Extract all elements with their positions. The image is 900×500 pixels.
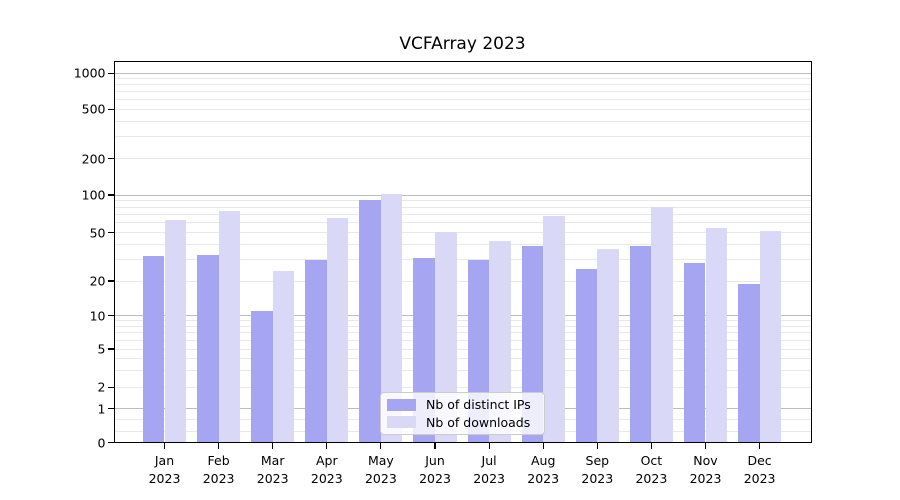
y-tick-label: 5 [97,341,106,357]
x-tick-label: Dec 2023 [743,453,776,486]
x-tick [759,442,761,449]
x-tick [650,442,652,449]
x-tick-label: Sep 2023 [581,453,614,486]
x-tick [163,442,166,449]
y-tick-label: 10 [89,308,106,324]
plot-border [113,61,812,443]
y-tick-label: 1 [97,401,106,417]
x-tick [380,442,382,449]
y-tick-label: 200 [81,151,106,167]
legend-label-downloads: Nb of downloads [426,414,531,430]
legend: Nb of distinct IPs Nb of downloads [380,392,545,435]
x-tick [272,442,274,449]
legend-label-distinct-ips: Nb of distinct IPs [426,397,531,413]
x-tick [488,442,490,449]
x-tick [218,442,220,449]
x-tick-label: Jun 2023 [419,453,451,486]
x-tick-label: Feb 2023 [202,453,235,486]
y-tick-label: 20 [89,273,106,289]
x-tick-label: Mar 2023 [256,453,289,486]
y-tick-label: 1000 [73,65,106,81]
x-tick-label: Aug 2023 [527,453,560,486]
x-tick [704,442,707,449]
x-tick [326,442,328,449]
legend-item-distinct-ips: Nb of distinct IPs [387,397,538,412]
x-tick [596,442,598,449]
x-tick-label: Jan 2023 [148,453,181,486]
legend-item-downloads: Nb of downloads [387,415,538,430]
x-tick [542,442,544,449]
x-tick-label: May 2023 [364,453,397,486]
x-tick-label: Apr 2023 [310,453,343,486]
x-tick-label: Oct 2023 [635,453,668,486]
x-tick [434,442,436,449]
y-tick-label: 2 [97,379,106,395]
legend-swatch-downloads [387,416,416,429]
y-tick-label: 50 [89,225,106,241]
legend-swatch-distinct-ips [387,398,416,411]
chart-title: VCFArray 2023 [399,34,526,54]
x-tick-label: Nov 2023 [689,453,722,486]
y-tick-label: 100 [81,187,106,203]
y-tick-label: 500 [81,101,106,117]
y-tick-label: 0 [97,435,106,450]
x-tick-label: Jul 2023 [473,453,505,486]
